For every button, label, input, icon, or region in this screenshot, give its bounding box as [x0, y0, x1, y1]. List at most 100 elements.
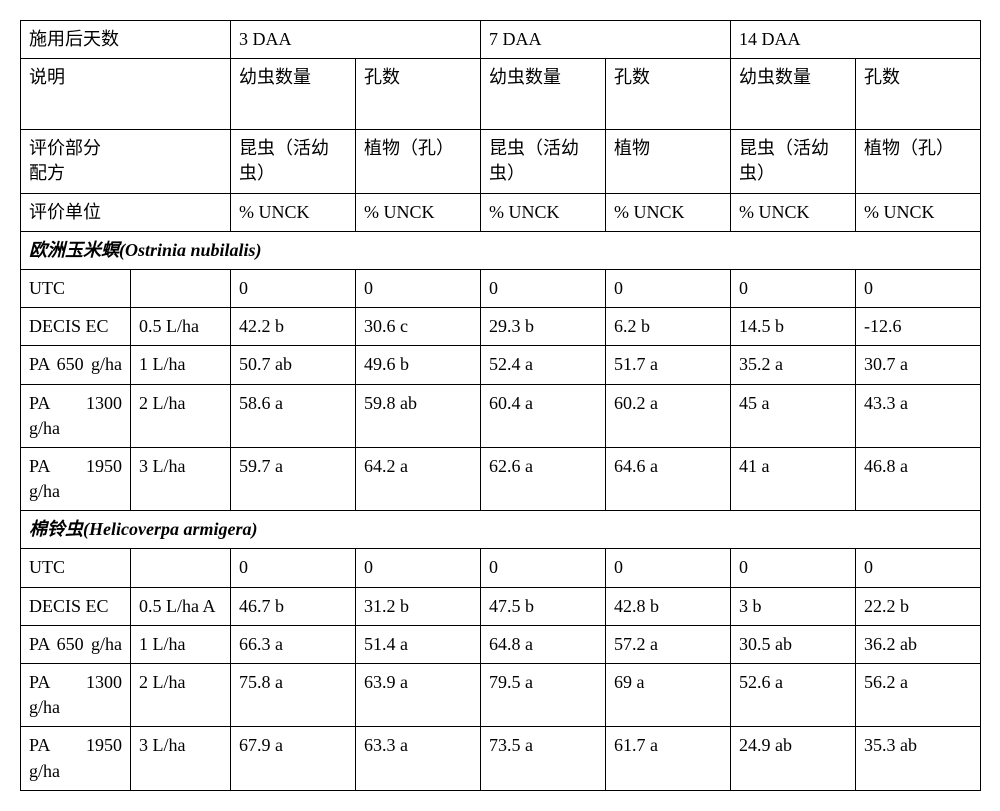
- header-unck-5: % UNCK: [731, 193, 856, 231]
- table-row: PA 1950 g/ha3 L/ha59.7 a64.2 a62.6 a64.6…: [21, 447, 981, 510]
- data-cell: 0: [356, 269, 481, 307]
- data-cell: 0: [231, 269, 356, 307]
- data-cell: 30.7 a: [856, 346, 981, 384]
- data-cell: 3 b: [731, 587, 856, 625]
- header-larva-7: 幼虫数量: [481, 59, 606, 130]
- data-cell: 52.6 a: [731, 664, 856, 727]
- data-cell: 60.4 a: [481, 384, 606, 447]
- treatment-rate: 2 L/ha: [131, 664, 231, 727]
- data-cell: 67.9 a: [231, 727, 356, 790]
- header-7daa: 7 DAA: [481, 21, 731, 59]
- species-header-helicoverpa: 棉铃虫(Helicoverpa armigera): [21, 511, 981, 549]
- treatment-name: PA 1300 g/ha: [21, 384, 131, 447]
- species2-cn: 棉铃虫: [29, 519, 83, 539]
- treatment-name: UTC: [21, 269, 131, 307]
- data-cell: 30.5 ab: [731, 625, 856, 663]
- treatment-rate: 2 L/ha: [131, 384, 231, 447]
- data-cell: 22.2 b: [856, 587, 981, 625]
- data-cell: 58.6 a: [231, 384, 356, 447]
- header-plant-7: 植物: [606, 130, 731, 193]
- data-cell: 46.8 a: [856, 447, 981, 510]
- data-cell: 46.7 b: [231, 587, 356, 625]
- data-cell: 49.6 b: [356, 346, 481, 384]
- treatment-rate: 3 L/ha: [131, 447, 231, 510]
- data-cell: 59.7 a: [231, 447, 356, 510]
- data-cell: 0: [356, 549, 481, 587]
- header-unck-1: % UNCK: [231, 193, 356, 231]
- treatment-name: DECIS EC: [21, 587, 131, 625]
- species1-cn: 欧洲玉米螟: [29, 240, 119, 260]
- data-cell: 61.7 a: [606, 727, 731, 790]
- data-cell: 66.3 a: [231, 625, 356, 663]
- data-cell: 0: [856, 269, 981, 307]
- header-insect-14: 昆虫（活幼虫）: [731, 130, 856, 193]
- header-days-after-application: 施用后天数: [21, 21, 231, 59]
- header-eval-part: 评价部分: [29, 138, 101, 158]
- header-larva-14: 幼虫数量: [731, 59, 856, 130]
- header-insect-7: 昆虫（活幼虫）: [481, 130, 606, 193]
- data-cell: 0: [481, 549, 606, 587]
- species1-latin: (Ostrinia nubilalis): [119, 240, 262, 260]
- treatment-rate: [131, 549, 231, 587]
- data-cell: 24.9 ab: [731, 727, 856, 790]
- data-cell: 56.2 a: [856, 664, 981, 727]
- header-hole-14: 孔数: [856, 59, 981, 130]
- table-row: 施用后天数 3 DAA 7 DAA 14 DAA: [21, 21, 981, 59]
- data-cell: 42.8 b: [606, 587, 731, 625]
- data-cell: 63.3 a: [356, 727, 481, 790]
- data-cell: 35.2 a: [731, 346, 856, 384]
- header-unck-6: % UNCK: [856, 193, 981, 231]
- data-cell: 14.5 b: [731, 308, 856, 346]
- data-cell: 0: [606, 549, 731, 587]
- data-cell: 0: [481, 269, 606, 307]
- data-cell: 47.5 b: [481, 587, 606, 625]
- header-hole-3: 孔数: [356, 59, 481, 130]
- treatment-rate: [131, 269, 231, 307]
- header-plant-14: 植物（孔）: [856, 130, 981, 193]
- table-row: UTC000000: [21, 549, 981, 587]
- data-cell: 31.2 b: [356, 587, 481, 625]
- table-row: 欧洲玉米螟(Ostrinia nubilalis): [21, 231, 981, 269]
- treatment-name: PA 650 g/ha: [21, 346, 131, 384]
- treatment-name: UTC: [21, 549, 131, 587]
- data-cell: -12.6: [856, 308, 981, 346]
- data-cell: 69 a: [606, 664, 731, 727]
- header-formulation: 配方: [29, 163, 65, 183]
- species2-latin: (Helicoverpa armigera): [83, 519, 257, 539]
- table-row: 说明 幼虫数量 孔数 幼虫数量 孔数 幼虫数量 孔数: [21, 59, 981, 130]
- header-14daa: 14 DAA: [731, 21, 981, 59]
- treatment-name: PA 1300 g/ha: [21, 664, 131, 727]
- data-cell: 41 a: [731, 447, 856, 510]
- data-cell: 64.2 a: [356, 447, 481, 510]
- table-row: PA 1300 g/ha2 L/ha58.6 a59.8 ab60.4 a60.…: [21, 384, 981, 447]
- data-cell: 64.6 a: [606, 447, 731, 510]
- table-row: DECIS EC0.5 L/ha42.2 b30.6 c29.3 b6.2 b1…: [21, 308, 981, 346]
- treatment-name: PA 1950 g/ha: [21, 447, 131, 510]
- table-row: 棉铃虫(Helicoverpa armigera): [21, 511, 981, 549]
- data-cell: 75.8 a: [231, 664, 356, 727]
- data-cell: 50.7 ab: [231, 346, 356, 384]
- header-eval-part-formulation: 评价部分 配方: [21, 130, 231, 193]
- data-cell: 57.2 a: [606, 625, 731, 663]
- table-row: PA 650 g/ha1 L/ha50.7 ab49.6 b52.4 a51.7…: [21, 346, 981, 384]
- table-row: UTC000000: [21, 269, 981, 307]
- data-cell: 51.4 a: [356, 625, 481, 663]
- header-eval-unit: 评价单位: [21, 193, 231, 231]
- treatment-name: PA 1950 g/ha: [21, 727, 131, 790]
- header-plant-3: 植物（孔）: [356, 130, 481, 193]
- data-cell: 64.8 a: [481, 625, 606, 663]
- data-cell: 30.6 c: [356, 308, 481, 346]
- header-unck-3: % UNCK: [481, 193, 606, 231]
- data-cell: 60.2 a: [606, 384, 731, 447]
- header-hole-7: 孔数: [606, 59, 731, 130]
- treatment-rate: 0.5 L/ha A: [131, 587, 231, 625]
- table-row: PA 650 g/ha1 L/ha66.3 a51.4 a64.8 a57.2 …: [21, 625, 981, 663]
- header-larva-3: 幼虫数量: [231, 59, 356, 130]
- data-cell: 6.2 b: [606, 308, 731, 346]
- data-cell: 62.6 a: [481, 447, 606, 510]
- data-cell: 73.5 a: [481, 727, 606, 790]
- treatment-rate: 3 L/ha: [131, 727, 231, 790]
- data-cell: 0: [231, 549, 356, 587]
- data-cell: 45 a: [731, 384, 856, 447]
- data-cell: 29.3 b: [481, 308, 606, 346]
